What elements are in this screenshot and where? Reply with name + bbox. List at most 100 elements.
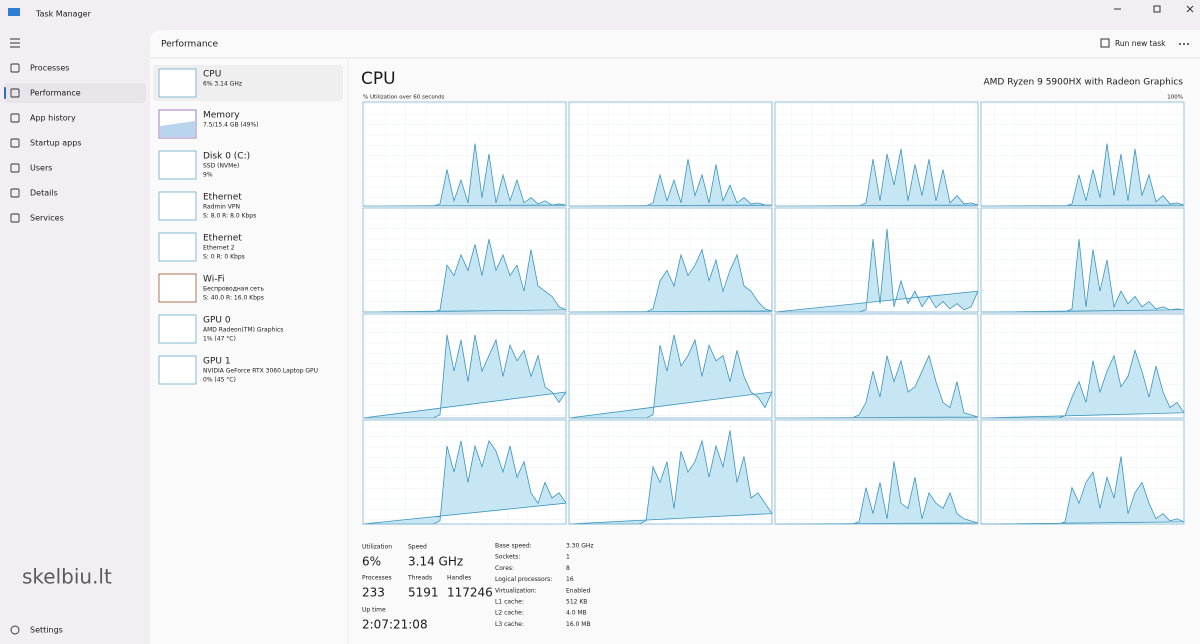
device-detail: Radmin VPN <box>203 204 240 211</box>
spec-label: Sockets: <box>495 554 520 561</box>
device-thumbnail <box>158 273 197 303</box>
watermark: skelbiu.lt <box>22 565 112 589</box>
core-graph-border <box>568 419 773 525</box>
nav-item[interactable]: Services <box>30 214 64 223</box>
nav-item[interactable]: Performance <box>30 89 81 98</box>
device-detail: S: 0 R: 0 Kbps <box>203 254 245 261</box>
stat-value: 5191 <box>408 586 439 600</box>
spec-value: 512 KB <box>566 599 587 606</box>
close[interactable] <box>1186 5 1194 13</box>
spec-value: 16.0 MB <box>566 621 591 628</box>
nav-item[interactable]: Startup apps <box>30 139 81 148</box>
page-title: Performance <box>161 40 218 50</box>
nav-icon[interactable] <box>10 88 20 98</box>
nav-icon[interactable] <box>10 213 20 223</box>
spec-value: 8 <box>566 565 570 572</box>
nav-icon[interactable] <box>10 113 20 123</box>
core-graph-border <box>980 207 1185 313</box>
device-name[interactable]: Ethernet <box>203 193 242 203</box>
device-thumbnail <box>158 191 197 221</box>
core-graph-border <box>774 313 979 419</box>
spec-value: Enabled <box>566 587 590 594</box>
spec-value: 4.0 MB <box>566 610 587 617</box>
stat-value: 117246 <box>447 586 493 600</box>
spec-label: L3 cache: <box>495 621 524 628</box>
nav-item[interactable]: App history <box>30 114 76 123</box>
graph-max: 100% <box>1167 95 1183 101</box>
core-graph-border <box>980 101 1185 207</box>
window-title: Task Manager <box>35 10 92 19</box>
nav-icon[interactable] <box>10 138 20 148</box>
graph-caption: % Utilization over 60 seconds <box>363 95 445 101</box>
core-graph-border <box>568 207 773 313</box>
device-thumbnail <box>158 314 197 344</box>
core-graph-grid <box>569 102 772 206</box>
core-graph-border <box>362 419 567 525</box>
core-graph-border <box>362 207 567 313</box>
stat-value: 3.14 GHz <box>408 555 463 569</box>
device-thumbnail <box>158 68 197 98</box>
nav-item[interactable]: Processes <box>30 64 69 73</box>
device-detail: 1% (47 °C) <box>203 336 236 343</box>
nav-item[interactable]: Details <box>30 189 58 198</box>
spec-label: Cores: <box>495 565 514 572</box>
hamburger[interactable] <box>10 38 20 48</box>
stat-label: Handles <box>447 575 471 582</box>
core-graph-border <box>362 101 567 207</box>
stat-label: Up time <box>362 607 386 614</box>
nav-icon[interactable] <box>10 188 20 198</box>
device-detail: S: 8.0 R: 8.0 Kbps <box>203 213 256 220</box>
device-name[interactable]: Wi-Fi <box>203 275 224 285</box>
spec-label: L1 cache: <box>495 599 524 606</box>
core-graph-border <box>568 101 773 207</box>
device-detail: NVIDIA GeForce RTX 3060 Laptop GPU <box>203 368 318 375</box>
core-graph-border <box>568 313 773 419</box>
device-name[interactable]: Ethernet <box>203 234 242 244</box>
core-graph-border <box>774 419 979 525</box>
spec-label: L2 cache: <box>495 610 524 617</box>
stat-value: 233 <box>362 586 385 600</box>
device-detail: AMD Radeon(TM) Graphics <box>203 327 283 334</box>
maximize[interactable] <box>1153 5 1161 13</box>
device-name[interactable]: Disk 0 (C:) <box>203 152 250 162</box>
device-detail: 7.5/15.4 GB (49%) <box>203 122 259 129</box>
stat-label: Utilization <box>362 544 392 551</box>
nav-indicator <box>4 87 6 99</box>
core-graph-border <box>362 313 567 419</box>
device-name[interactable]: GPU 1 <box>203 357 231 367</box>
stat-value: 2:07:21:08 <box>362 618 428 632</box>
device-detail: SSD (NVMe) <box>203 163 239 170</box>
device-thumbnail <box>158 232 197 262</box>
device-name[interactable]: GPU 0 <box>203 316 231 326</box>
device-detail: 6% 3.14 GHz <box>203 81 242 88</box>
nav-item[interactable]: Users <box>30 164 52 173</box>
more-button[interactable] <box>1179 43 1189 45</box>
app-icon <box>8 8 20 16</box>
device-detail: S: 40.0 R: 16.0 Kbps <box>203 295 264 302</box>
spec-label: Base speed: <box>495 543 532 550</box>
stat-label: Threads <box>407 575 432 582</box>
memory-thumb-fill <box>160 121 195 137</box>
spec-value: 16 <box>566 576 574 583</box>
device-detail: 0% (45 °C) <box>203 377 236 384</box>
window-controls[interactable] <box>1114 5 1194 13</box>
device-detail: 9% <box>203 172 213 179</box>
nav-icon[interactable] <box>10 63 20 73</box>
device-name[interactable]: Memory <box>203 111 240 121</box>
spec-label: Logical processors: <box>495 576 552 583</box>
nav: Processes Performance App history Startup a… <box>4 64 146 635</box>
device-detail: Беспроводная сеть <box>203 286 264 293</box>
nav-selected <box>4 83 146 103</box>
settings-icon[interactable] <box>10 625 20 635</box>
device-thumbnail <box>158 355 197 385</box>
stat-value: 6% <box>362 555 381 569</box>
stat-label: Speed <box>408 544 427 551</box>
device-selected <box>153 65 343 101</box>
run-new-task[interactable]: Run new task <box>1115 39 1166 48</box>
nav-icon[interactable] <box>10 163 20 173</box>
device-name[interactable]: CPU <box>203 70 221 80</box>
nav-settings[interactable]: Settings <box>30 626 63 635</box>
run-icon[interactable] <box>1100 38 1110 48</box>
spec-value: 3.30 GHz <box>566 543 594 550</box>
